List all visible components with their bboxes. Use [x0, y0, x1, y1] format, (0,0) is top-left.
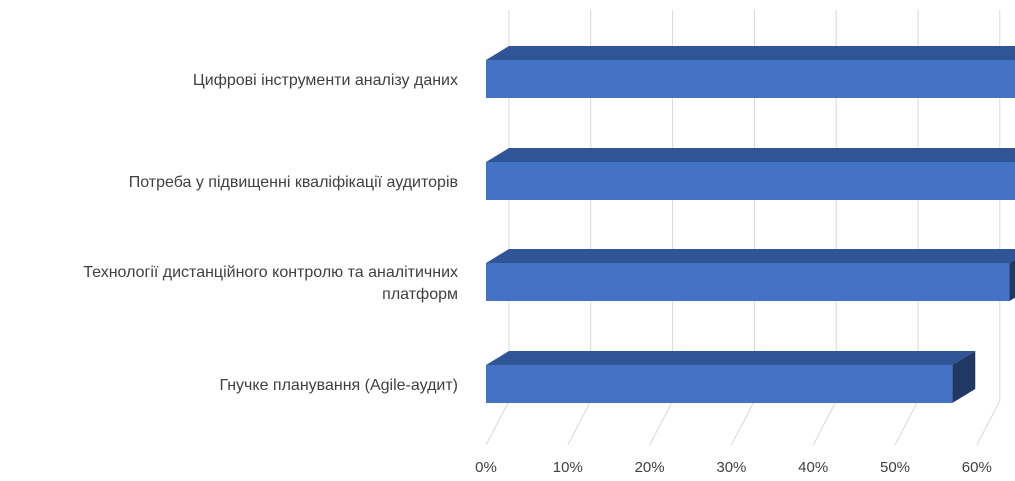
floor-gridline [730, 400, 755, 446]
bar-side-face [952, 351, 976, 403]
floor-gridline [485, 400, 510, 446]
floor-gridline [976, 400, 1001, 446]
bar [486, 351, 976, 403]
bar-side-face [1009, 259, 1015, 301]
bar-front-face [486, 60, 1015, 98]
x-tick-label: 40% [798, 459, 828, 476]
bar [486, 148, 1015, 200]
x-tick-labels: 0%10%20%30%40%50%60%70%80% [475, 459, 992, 476]
bar-front-face [486, 365, 953, 403]
bar-top-face [486, 148, 1015, 162]
bar-top-face [486, 249, 1015, 263]
x-tick-label: 20% [635, 459, 665, 476]
bar [486, 249, 1015, 301]
x-tick-label: 60% [962, 459, 992, 476]
category-label: платформ [382, 286, 458, 303]
bar-front-face [486, 162, 1015, 200]
category-label: Гнучке планування (Agile-аудит) [219, 377, 458, 394]
floor-gridline [812, 400, 837, 446]
bar-top-face [486, 46, 1015, 60]
x-tick-label: 0% [475, 459, 497, 476]
bars [486, 46, 1015, 403]
category-labels: Цифрові інструменти аналізу даних Потреба… [83, 72, 458, 394]
floor-gridline [649, 400, 674, 446]
bar-top-face [486, 351, 976, 365]
x-tick-label: 50% [880, 459, 910, 476]
category-label: Потреба у підвищенні кваліфікації аудито… [129, 174, 458, 191]
floor-gridline [567, 400, 592, 446]
x-tick-label: 30% [716, 459, 746, 476]
bar-front-face [486, 263, 1010, 301]
chart-floor [485, 400, 1001, 446]
category-label: Технології дистанційного контролю та ана… [83, 264, 458, 281]
bar [486, 46, 1015, 98]
category-label: Цифрові інструменти аналізу даних [193, 72, 458, 89]
floor-gridline [894, 400, 919, 446]
x-tick-label: 10% [553, 459, 583, 476]
